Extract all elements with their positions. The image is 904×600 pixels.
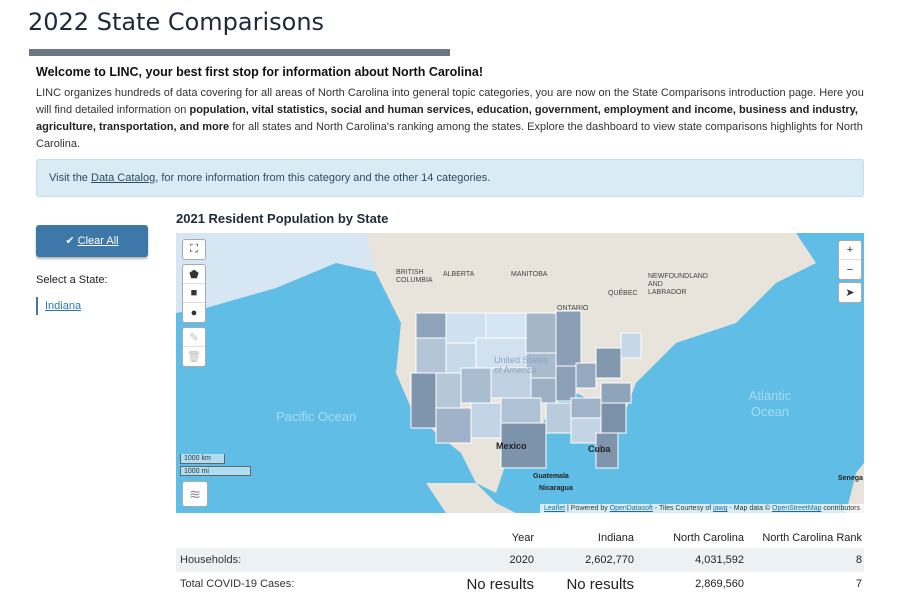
layers-icon: ≋ bbox=[189, 485, 201, 502]
check-icon: ✔ bbox=[65, 235, 78, 247]
row-label: Total COVID-19 Cases: bbox=[180, 578, 295, 590]
fullscreen-button[interactable]: ⛶ bbox=[182, 239, 206, 260]
map-label-guatemala: Guatemala bbox=[533, 473, 569, 480]
intro-section: LINC organizes hundreds of data covering… bbox=[36, 85, 866, 197]
notice-text: Visit the bbox=[49, 172, 91, 184]
locate-button[interactable]: ➤ bbox=[838, 282, 862, 303]
page-title: 2022 State Comparisons bbox=[28, 8, 325, 36]
draw-toolbar: ⬟ ■ ● bbox=[182, 264, 206, 323]
data-catalog-notice: Visit the Data Catalog, for more informa… bbox=[36, 159, 864, 197]
cell-nc: 4,031,592 bbox=[695, 554, 744, 566]
row-label: Households: bbox=[180, 554, 242, 566]
draw-circle-icon[interactable]: ● bbox=[190, 306, 198, 319]
opendatasoft-link[interactable]: OpenDatasoft bbox=[609, 505, 653, 512]
edit-icon[interactable]: ✎ bbox=[183, 328, 205, 347]
cell-indiana: 2,602,770 bbox=[585, 554, 634, 566]
pacific-ocean-label: Pacific Ocean bbox=[276, 409, 357, 424]
clear-all-button[interactable]: ✔ Clear All bbox=[36, 225, 148, 257]
trash-icon[interactable]: 🗑 bbox=[187, 351, 201, 363]
attr-text: - Map data © bbox=[727, 505, 773, 512]
scale-km: 1000 km bbox=[180, 454, 225, 464]
scale-mi: 1000 mi bbox=[180, 466, 251, 476]
header-year: Year bbox=[511, 532, 534, 544]
choropleth-map[interactable]: BRITISH COLUMBIA ALBERTA MANITOBA ONTARI… bbox=[176, 233, 864, 513]
attr-text: contributors bbox=[821, 505, 860, 512]
zoom-out-button[interactable]: − bbox=[846, 263, 854, 276]
attr-text: - Tiles Courtesy of bbox=[652, 505, 714, 512]
map-label-senegal: Senega bbox=[838, 475, 863, 482]
select-state-label: Select a State: bbox=[36, 274, 108, 286]
map-label-cuba: Cuba bbox=[588, 444, 611, 454]
notice-text-end: , for more information from this categor… bbox=[155, 172, 491, 184]
intro-paragraph: LINC organizes hundreds of data covering… bbox=[36, 85, 866, 153]
cell-year: No results bbox=[466, 575, 534, 593]
map-label-manitoba: MANITOBA bbox=[511, 271, 548, 278]
map-label-newfoundland: NEWFOUNDLAND AND LABRADOR bbox=[648, 273, 708, 296]
intro-text: LINC organizes hundreds of data covering… bbox=[36, 87, 864, 116]
map-label-usa: United States of America bbox=[494, 355, 549, 375]
map-label-alberta: ALBERTA bbox=[443, 271, 475, 278]
cell-rank: 8 bbox=[855, 554, 862, 566]
header-north-carolina: North Carolina bbox=[673, 532, 744, 544]
map-label-bc: BRITISH COLUMBIA bbox=[396, 269, 433, 284]
edit-toolbar: ✎ 🗑 bbox=[182, 327, 206, 367]
zoom-in-button[interactable]: + bbox=[839, 241, 861, 260]
data-catalog-link[interactable]: Data Catalog bbox=[91, 172, 156, 184]
header-indiana: Indiana bbox=[597, 532, 634, 544]
state-item-indiana[interactable]: Indiana bbox=[36, 297, 81, 315]
zoom-control: + − bbox=[838, 240, 862, 280]
map-label-mexico: Mexico bbox=[496, 441, 527, 451]
draw-rectangle-icon[interactable]: ■ bbox=[183, 284, 205, 303]
table-row: Households: 2020 2,602,770 4,031,592 8 bbox=[176, 548, 864, 572]
cell-indiana: No results bbox=[566, 575, 634, 593]
map-title: 2021 Resident Population by State bbox=[176, 211, 389, 226]
cell-rank: 7 bbox=[855, 578, 862, 590]
jawg-link[interactable]: jawg bbox=[713, 505, 728, 512]
intro-topics: population, vital statistics, social and… bbox=[36, 104, 858, 133]
map-label-quebec: QUÉBEC bbox=[608, 290, 638, 297]
title-underline bbox=[29, 49, 450, 56]
atlantic-ocean-label: Atlantic Ocean bbox=[748, 388, 792, 419]
cell-year: 2020 bbox=[509, 554, 534, 566]
map-label-nicaragua: Nicaragua bbox=[539, 485, 573, 492]
table-header: Year Indiana North Carolina North Caroli… bbox=[176, 528, 864, 548]
cell-nc: 2,869,560 bbox=[695, 578, 744, 590]
map-tiles bbox=[176, 233, 864, 513]
map-label-ontario: ONTARIO bbox=[557, 305, 589, 312]
us-states bbox=[410, 310, 642, 469]
map-attribution: Leaflet | Powered by OpenDatasoft - Tile… bbox=[540, 504, 864, 513]
layers-button[interactable]: ≋ bbox=[182, 481, 208, 507]
draw-polygon-icon[interactable]: ⬟ bbox=[183, 265, 205, 284]
welcome-heading: Welcome to LINC, your best first stop fo… bbox=[36, 65, 484, 79]
table-row: Total COVID-19 Cases: No results No resu… bbox=[176, 572, 864, 596]
fullscreen-icon: ⛶ bbox=[190, 243, 198, 255]
comparison-table: Year Indiana North Carolina North Caroli… bbox=[176, 528, 864, 596]
intro-text-end: for all states and North Carolina's rank… bbox=[36, 121, 863, 150]
osm-link[interactable]: OpenStreetMap bbox=[772, 505, 822, 512]
header-nc-rank: North Carolina Rank bbox=[762, 532, 862, 544]
attr-text: | Powered by bbox=[565, 505, 610, 512]
clear-all-label: Clear All bbox=[77, 235, 119, 247]
leaflet-link[interactable]: Leaflet bbox=[544, 505, 566, 512]
locate-arrow-icon: ➤ bbox=[845, 287, 855, 299]
